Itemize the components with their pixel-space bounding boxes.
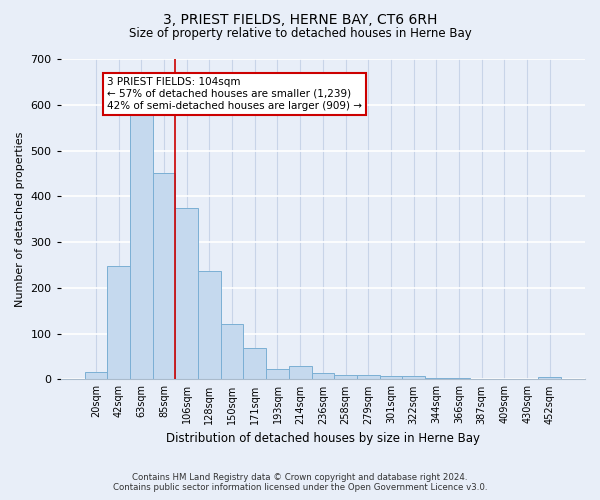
Bar bbox=[152, 174, 175, 380]
Text: Contains HM Land Registry data © Crown copyright and database right 2024.
Contai: Contains HM Land Registry data © Crown c… bbox=[113, 473, 487, 492]
Bar bbox=[175, 208, 198, 380]
Bar bbox=[538, 377, 561, 380]
Bar bbox=[85, 372, 107, 380]
Bar bbox=[198, 271, 221, 380]
Bar bbox=[289, 366, 311, 380]
Bar bbox=[266, 370, 289, 380]
Bar bbox=[380, 376, 402, 380]
Bar bbox=[357, 376, 380, 380]
Bar bbox=[221, 324, 244, 380]
Bar bbox=[107, 266, 130, 380]
X-axis label: Distribution of detached houses by size in Herne Bay: Distribution of detached houses by size … bbox=[166, 432, 480, 445]
Bar bbox=[448, 378, 470, 380]
Y-axis label: Number of detached properties: Number of detached properties bbox=[15, 132, 25, 307]
Text: Size of property relative to detached houses in Herne Bay: Size of property relative to detached ho… bbox=[128, 28, 472, 40]
Bar bbox=[334, 375, 357, 380]
Text: 3, PRIEST FIELDS, HERNE BAY, CT6 6RH: 3, PRIEST FIELDS, HERNE BAY, CT6 6RH bbox=[163, 12, 437, 26]
Bar bbox=[311, 374, 334, 380]
Bar bbox=[130, 112, 152, 380]
Text: 3 PRIEST FIELDS: 104sqm
← 57% of detached houses are smaller (1,239)
42% of semi: 3 PRIEST FIELDS: 104sqm ← 57% of detache… bbox=[107, 78, 362, 110]
Bar bbox=[244, 348, 266, 380]
Bar bbox=[425, 378, 448, 380]
Bar bbox=[402, 376, 425, 380]
